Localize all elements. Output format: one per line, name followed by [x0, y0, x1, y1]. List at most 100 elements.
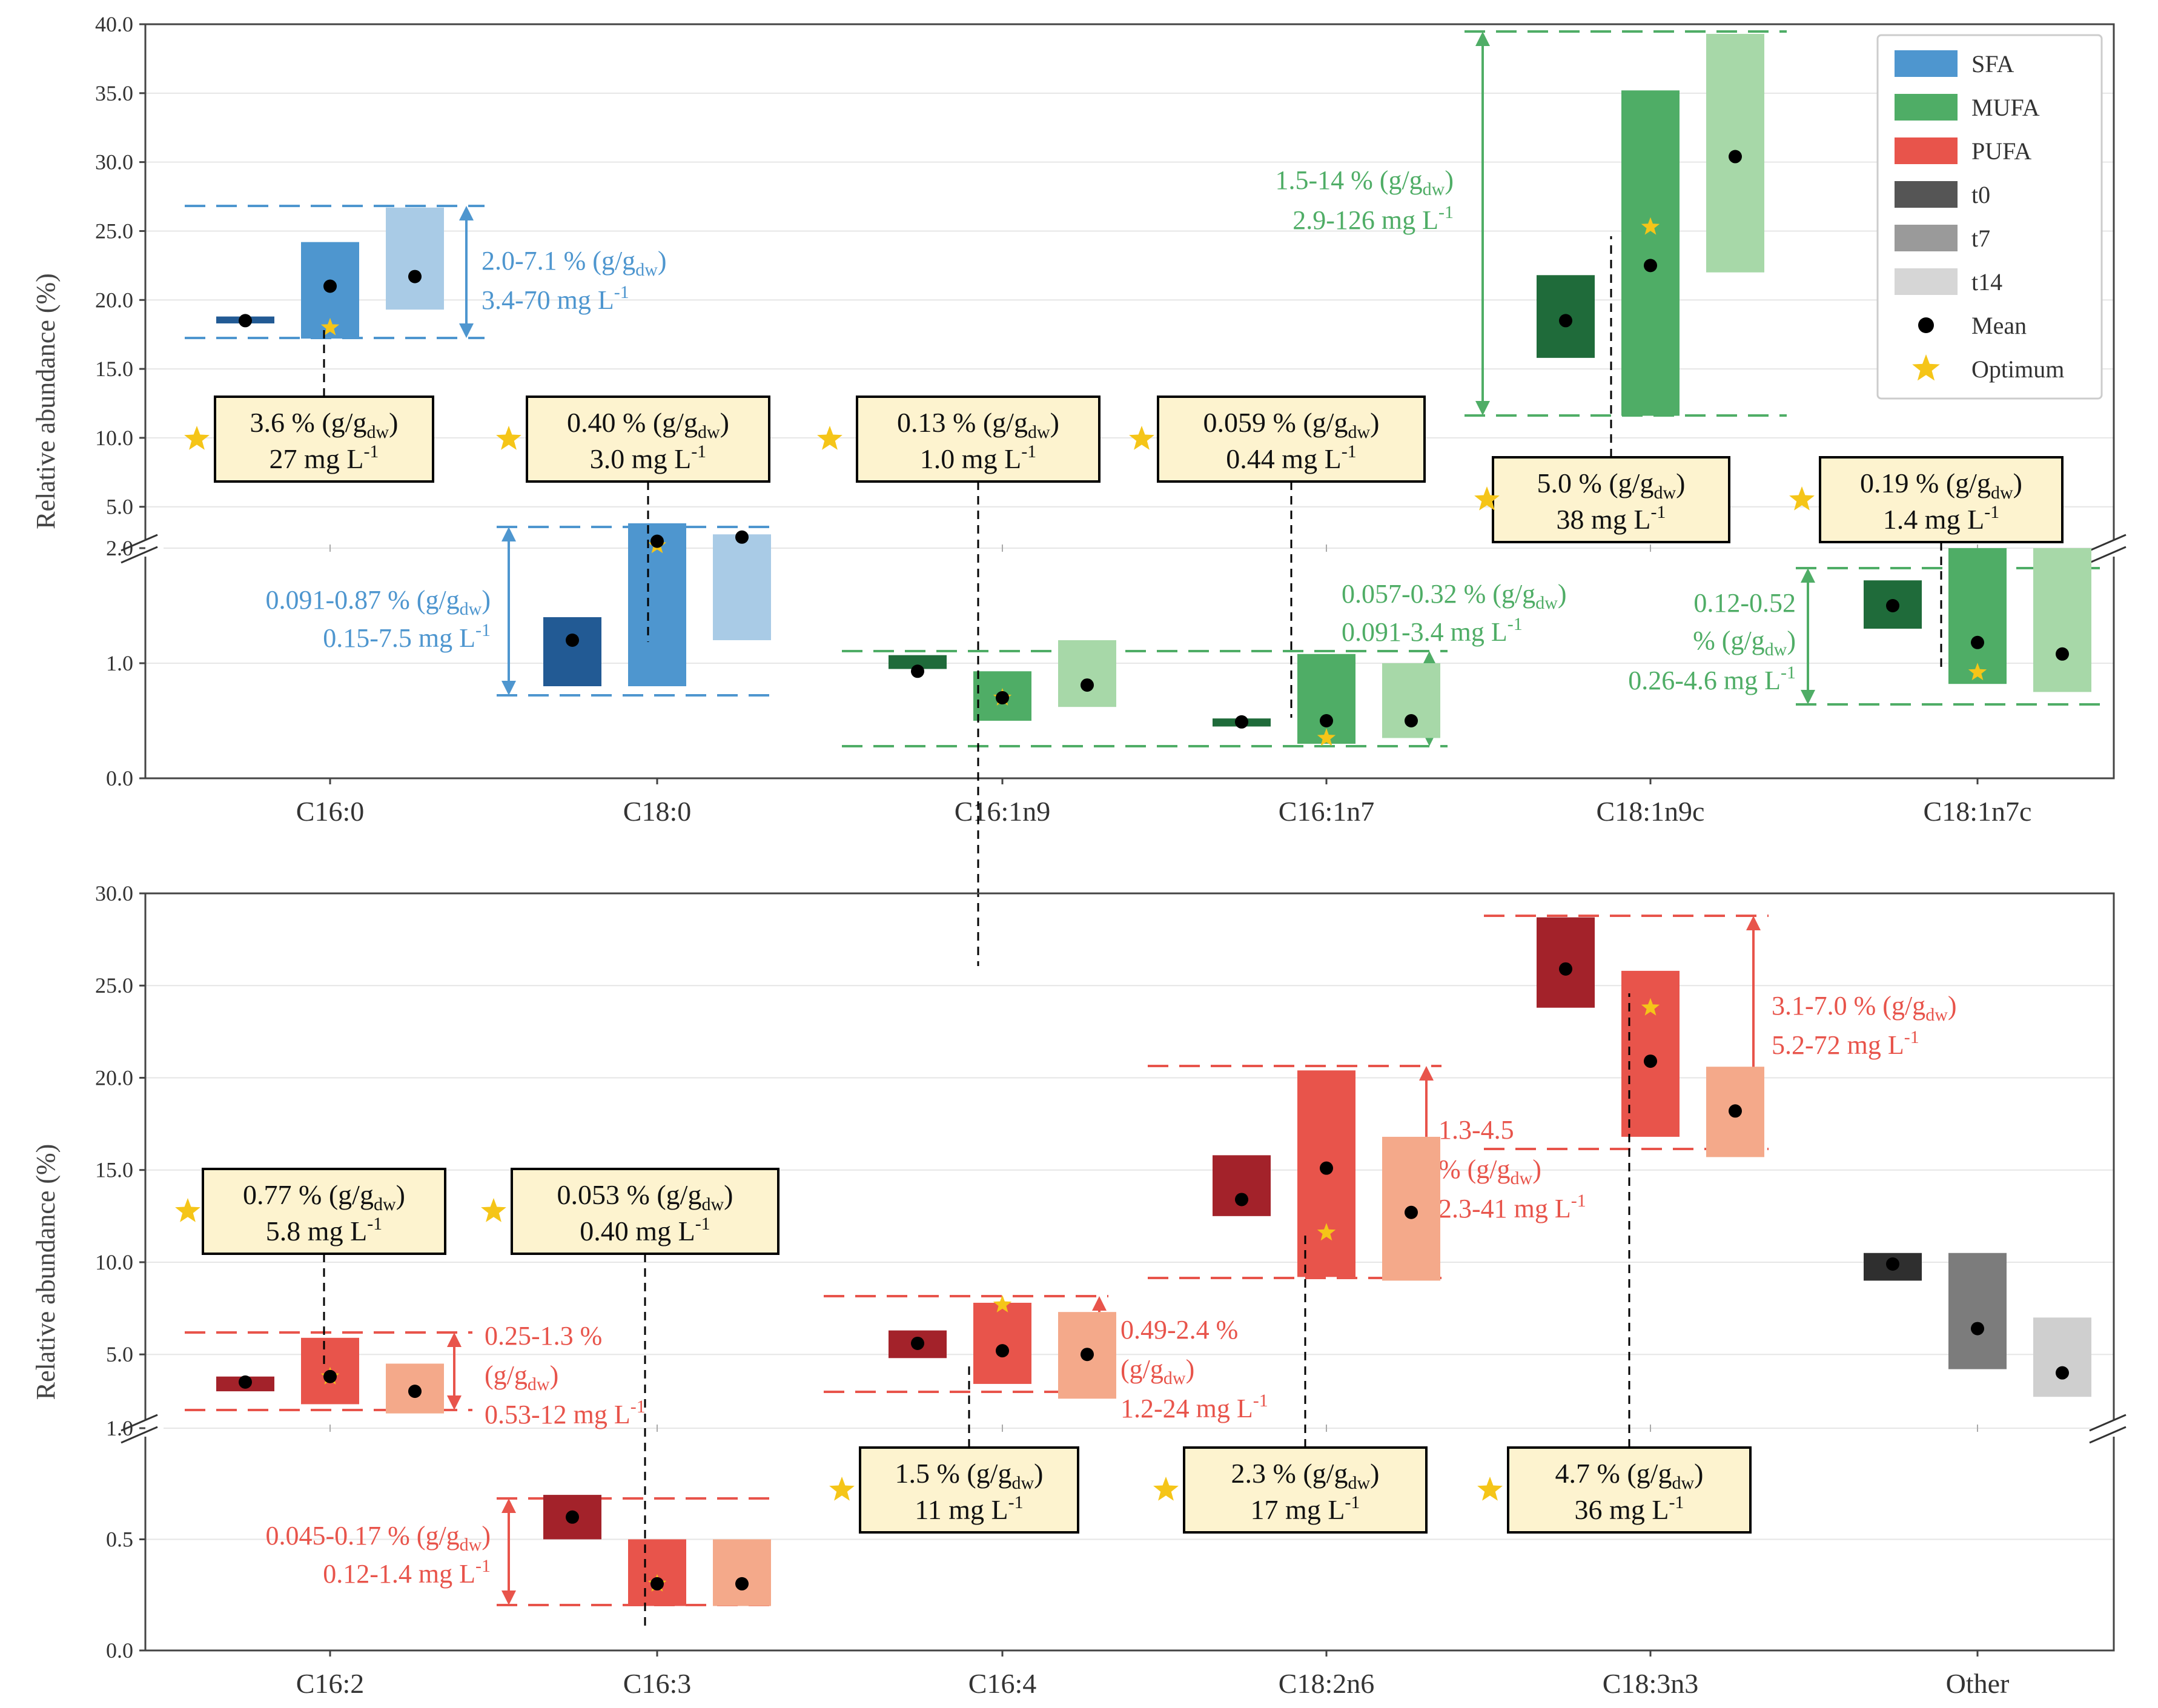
range-arrow-head: [1801, 690, 1815, 704]
y-tick-label: 0.0: [106, 1638, 133, 1663]
optimum-box-text-end: ): [2013, 468, 2022, 498]
range-arrow-head: [1475, 401, 1490, 415]
range-text: 2.0-7.1 % (g/gdw): [482, 246, 667, 280]
bar-t14: [2033, 548, 2091, 692]
optimum-box-frame: [1157, 396, 1426, 483]
range-text: 2.3-41 mg L-1: [1438, 1191, 1586, 1223]
legend: SFA MUFA PUFA t0 t7 t14 Mean Optimum: [1876, 34, 2103, 400]
optimum-box-text-main: 0.059 % (g/g: [1203, 407, 1348, 438]
range-text-main: % (g/g: [1693, 626, 1765, 655]
optimum-box-star: [817, 426, 842, 450]
optimum-box-text: 2.3 % (g/gdw): [1231, 1458, 1380, 1493]
range-annotation: 0.057-0.32 % (g/gdw)0.091-3.4 mg L-1: [842, 579, 1567, 747]
panel-bottom: 0.0 0.5 1.0 5.0 10.0 15.0 20.0 25.0 30.0 Relative…: [31, 881, 2132, 1699]
range-text: % (g/gdw): [1438, 1154, 1541, 1188]
range-text: 0.12-0.52: [1693, 588, 1796, 618]
mean-point: [1886, 1257, 1899, 1271]
legend-label: Optimum: [1971, 356, 2064, 383]
range-text-sup: -1: [614, 282, 629, 302]
range-text: 1.2-24 mg L-1: [1120, 1391, 1268, 1423]
axis-break-gap: [2096, 1420, 2132, 1437]
range-text: 0.53-12 mg L-1: [485, 1397, 646, 1429]
optimum-box-text-main: 0.053 % (g/g: [557, 1179, 702, 1210]
y-tick-label: 25.0: [95, 973, 133, 998]
optimum-box-text-sub: dw: [1672, 1473, 1694, 1493]
optimum-box-text: 38 mg L-1: [1557, 502, 1666, 535]
optimum-box-text-sub: dw: [366, 422, 389, 442]
range-text: 0.15-7.5 mg L-1: [323, 620, 491, 653]
range-text-main: % (g/g: [1438, 1154, 1511, 1184]
range-text: 0.49-2.4 %: [1120, 1315, 1238, 1345]
optimum-box-text-main: 0.13 % (g/g: [897, 407, 1028, 438]
range-text: 0.25-1.3 %: [485, 1321, 602, 1351]
range-arrow-head: [501, 527, 516, 541]
optimum-box-frame: [1819, 456, 2064, 543]
range-arrow-head: [1422, 651, 1437, 666]
range-text-main: 0.15-7.5 mg L: [323, 623, 475, 653]
bar-t14: [2033, 1317, 2091, 1397]
optimum-box-text: 0.13 % (g/gdw): [897, 407, 1059, 442]
range-arrow-head: [501, 1590, 516, 1605]
optimum-box-frame: [1492, 456, 1730, 543]
range-text-sup: -1: [1571, 1191, 1586, 1211]
optimum-box-text-end: ): [1676, 468, 1685, 498]
range-annotation: 0.091-0.87 % (g/gdw)0.15-7.5 mg L-1: [265, 526, 772, 697]
y-tick-label: 10.0: [95, 1250, 133, 1274]
optimum-box-star: [1474, 486, 1500, 511]
legend-swatch: [1895, 50, 1958, 77]
range-text-main: 2.3-41 mg L: [1438, 1194, 1571, 1223]
legend-optimum-icon: [1912, 354, 1940, 381]
optimum-star: [1317, 728, 1336, 746]
range-arrow-head: [501, 681, 516, 695]
range-text-main: 5.2-72 mg L: [1772, 1030, 1904, 1060]
axis-break-mark: [121, 546, 158, 564]
range-text: (g/gdw): [1120, 1354, 1194, 1388]
category-label: C16:4: [968, 1668, 1036, 1699]
range-text: 2.9-126 mg L-1: [1292, 202, 1454, 235]
y-axis-label: Relative abundance (%): [31, 273, 61, 529]
optimum-box: 0.13 % (g/gdw)1.0 mg L-1: [817, 396, 1101, 966]
range-text-end: ): [1532, 1154, 1541, 1184]
y-tick-label: 20.0: [95, 1065, 133, 1090]
range-text-sup: -1: [1781, 663, 1796, 683]
range-text-sup: -1: [475, 1556, 491, 1576]
range-text: 0.12-1.4 mg L-1: [323, 1556, 491, 1589]
y-tick-label: 20.0: [95, 288, 133, 312]
optimum-box-text-main: 17 mg L: [1251, 1494, 1345, 1525]
category-label: C18:2n6: [1279, 1668, 1374, 1699]
optimum-box: 4.7 % (g/gdw)36 mg L-1: [1477, 993, 1752, 1534]
mean-point: [1081, 1348, 1094, 1362]
mean-point: [1405, 1205, 1418, 1219]
optimum-box-text: 27 mg L-1: [270, 442, 379, 474]
y-tick-label: 5.0: [106, 495, 133, 519]
y-tick-label: 25.0: [95, 219, 133, 243]
range-text-sub: dw: [1925, 1005, 1948, 1025]
axis-break-gap: [2096, 540, 2132, 557]
optimum-box-text-main: 3.0 mg L: [590, 443, 691, 474]
bar-t7: [1948, 1253, 2007, 1369]
range-text: 0.045-0.17 % (g/gdw): [265, 1521, 491, 1555]
mean-point: [323, 279, 337, 293]
y-tick-label: 5.0: [106, 1342, 133, 1366]
range-text-main: 0.057-0.32 % (g/g: [1342, 579, 1535, 609]
mean-point: [1235, 1193, 1248, 1207]
mean-point: [735, 530, 749, 544]
axis-break-mark: [121, 1414, 158, 1432]
legend-frame: [1876, 34, 2103, 400]
optimum-box-text-sup: -1: [1021, 442, 1036, 462]
optimum-box-text-end: ): [1050, 407, 1059, 438]
optimum-box-text: 0.059 % (g/gdw): [1203, 407, 1380, 442]
range-text-end: ): [482, 585, 491, 615]
bar-t0: [543, 617, 601, 686]
optimum-box-text: 5.8 mg L-1: [266, 1214, 382, 1246]
bar-t14: [1058, 640, 1116, 707]
optimum-star: [320, 317, 340, 336]
range-annotation: 3.1-7.0 % (g/gdw)5.2-72 mg L-1: [1484, 915, 1957, 1150]
optimum-box-star: [1477, 1477, 1503, 1501]
mean-point: [1559, 962, 1572, 976]
optimum-box-frame: [1183, 1446, 1428, 1534]
range-text-main: 0.53-12 mg L: [485, 1400, 631, 1429]
mean-point: [996, 1344, 1009, 1358]
range-text: 5.2-72 mg L-1: [1772, 1027, 1919, 1060]
optimum-box-text-end: ): [396, 1179, 405, 1210]
